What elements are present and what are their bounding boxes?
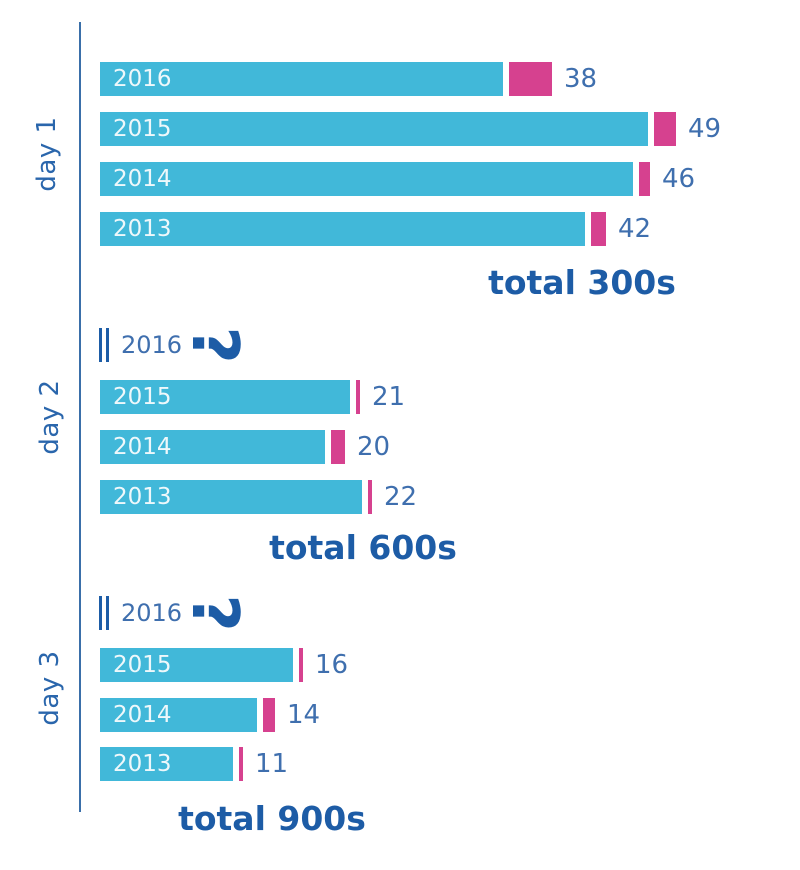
bar-year-label: 2015 (113, 651, 172, 678)
bar-segment-tip (356, 380, 360, 414)
break-marks-icon (99, 328, 102, 362)
group-label: day 1 (32, 116, 62, 192)
bar-value-label: 16 (315, 650, 349, 680)
unknown-question-icon: ? (177, 594, 251, 632)
bar-year-label: 2016 (121, 331, 183, 359)
group-label: day 2 (35, 379, 65, 455)
bar-year-label: 2014 (113, 701, 172, 728)
bar-year-label: 2014 (113, 433, 172, 460)
bar-value-label: 21 (372, 382, 406, 412)
bar-segment-tip (263, 698, 275, 732)
bar-year-label: 2015 (113, 383, 172, 410)
bar-value-label: 22 (384, 482, 418, 512)
group-label: day 3 (35, 650, 65, 726)
bar-year-label: 2016 (113, 65, 172, 92)
bar-segment-main: 2013 (100, 747, 233, 781)
bar-segment-tip (239, 747, 243, 781)
unknown-question-icon: ? (177, 326, 251, 364)
bar-segment-tip (654, 112, 676, 146)
bar-segment-main: 2015 (100, 380, 350, 414)
bar-year-label: 2013 (113, 483, 172, 510)
bar-year-label: 2013 (113, 750, 172, 777)
bar-segment-tip (639, 162, 650, 196)
bar-segment-main: 2013 (100, 212, 585, 246)
bar-segment-tip (299, 648, 303, 682)
bar-segment-tip (591, 212, 606, 246)
bar-year-label: 2016 (121, 599, 183, 627)
bar-value-label: 38 (564, 64, 598, 94)
group-total-label: total 300s (488, 263, 676, 302)
bar-segment-main: 2014 (100, 698, 257, 732)
bar-value-label: 11 (255, 749, 289, 779)
group-total-label: total 600s (269, 528, 457, 567)
break-marks-icon (106, 596, 109, 630)
bar-value-label: 14 (287, 700, 321, 730)
bar-segment-main: 2014 (100, 430, 325, 464)
break-marks-icon (99, 596, 102, 630)
bar-year-label: 2013 (113, 215, 172, 242)
bar-year-label: 2015 (113, 115, 172, 142)
bar-value-label: 20 (357, 432, 391, 462)
bar-value-label: 46 (662, 164, 696, 194)
bar-segment-main: 2013 (100, 480, 362, 514)
bar-segment-main: 2016 (100, 62, 503, 96)
bar-value-label: 49 (688, 114, 722, 144)
bar-segment-tip (509, 62, 552, 96)
y-axis-line (79, 22, 81, 812)
bar-segment-tip (368, 480, 372, 514)
bar-year-label: 2014 (113, 165, 172, 192)
group-total-label: total 900s (178, 799, 366, 838)
break-marks-icon (106, 328, 109, 362)
bar-segment-main: 2015 (100, 112, 648, 146)
bar-segment-main: 2014 (100, 162, 633, 196)
bar-segment-tip (331, 430, 345, 464)
bar-value-label: 42 (618, 214, 652, 244)
bar-segment-main: 2015 (100, 648, 293, 682)
